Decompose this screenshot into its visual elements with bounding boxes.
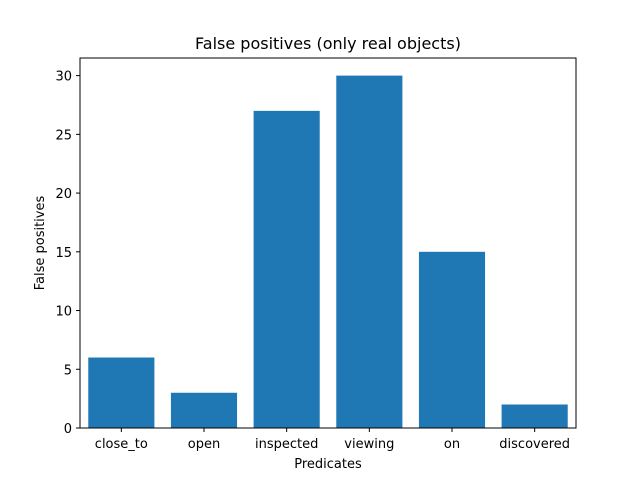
y-axis-ticks: 0 5 10 15 20 25 30 [55, 70, 80, 437]
x-axis-ticks: close_to open inspected viewing on discovered [95, 428, 570, 452]
bar-inspected [253, 110, 320, 429]
bar-on [418, 251, 486, 428]
x-tick-label: open [188, 437, 220, 452]
bar-open [170, 392, 238, 428]
bar-viewing [336, 75, 403, 429]
y-tick-label: 30 [55, 70, 72, 85]
chart-title: False positives (only real objects) [195, 34, 461, 53]
y-tick-label: 10 [55, 305, 72, 320]
y-tick-label: 5 [64, 363, 72, 378]
y-axis-label: False positives [33, 196, 48, 291]
bar-close_to [88, 357, 155, 428]
x-tick-label: discovered [499, 437, 570, 452]
x-tick-label: inspected [255, 437, 318, 452]
x-tick-label: close_to [95, 437, 148, 452]
y-tick-label: 20 [55, 187, 72, 202]
bars-group [88, 75, 568, 429]
y-tick-label: 25 [55, 128, 72, 143]
y-tick-label: 0 [64, 422, 72, 437]
y-tick-label: 15 [55, 246, 72, 261]
x-tick-label: on [444, 437, 460, 452]
plot-area-frame [79, 57, 577, 429]
x-tick-label: viewing [344, 437, 394, 452]
bar-discovered [501, 404, 568, 428]
x-axis-label: Predicates [294, 457, 362, 472]
